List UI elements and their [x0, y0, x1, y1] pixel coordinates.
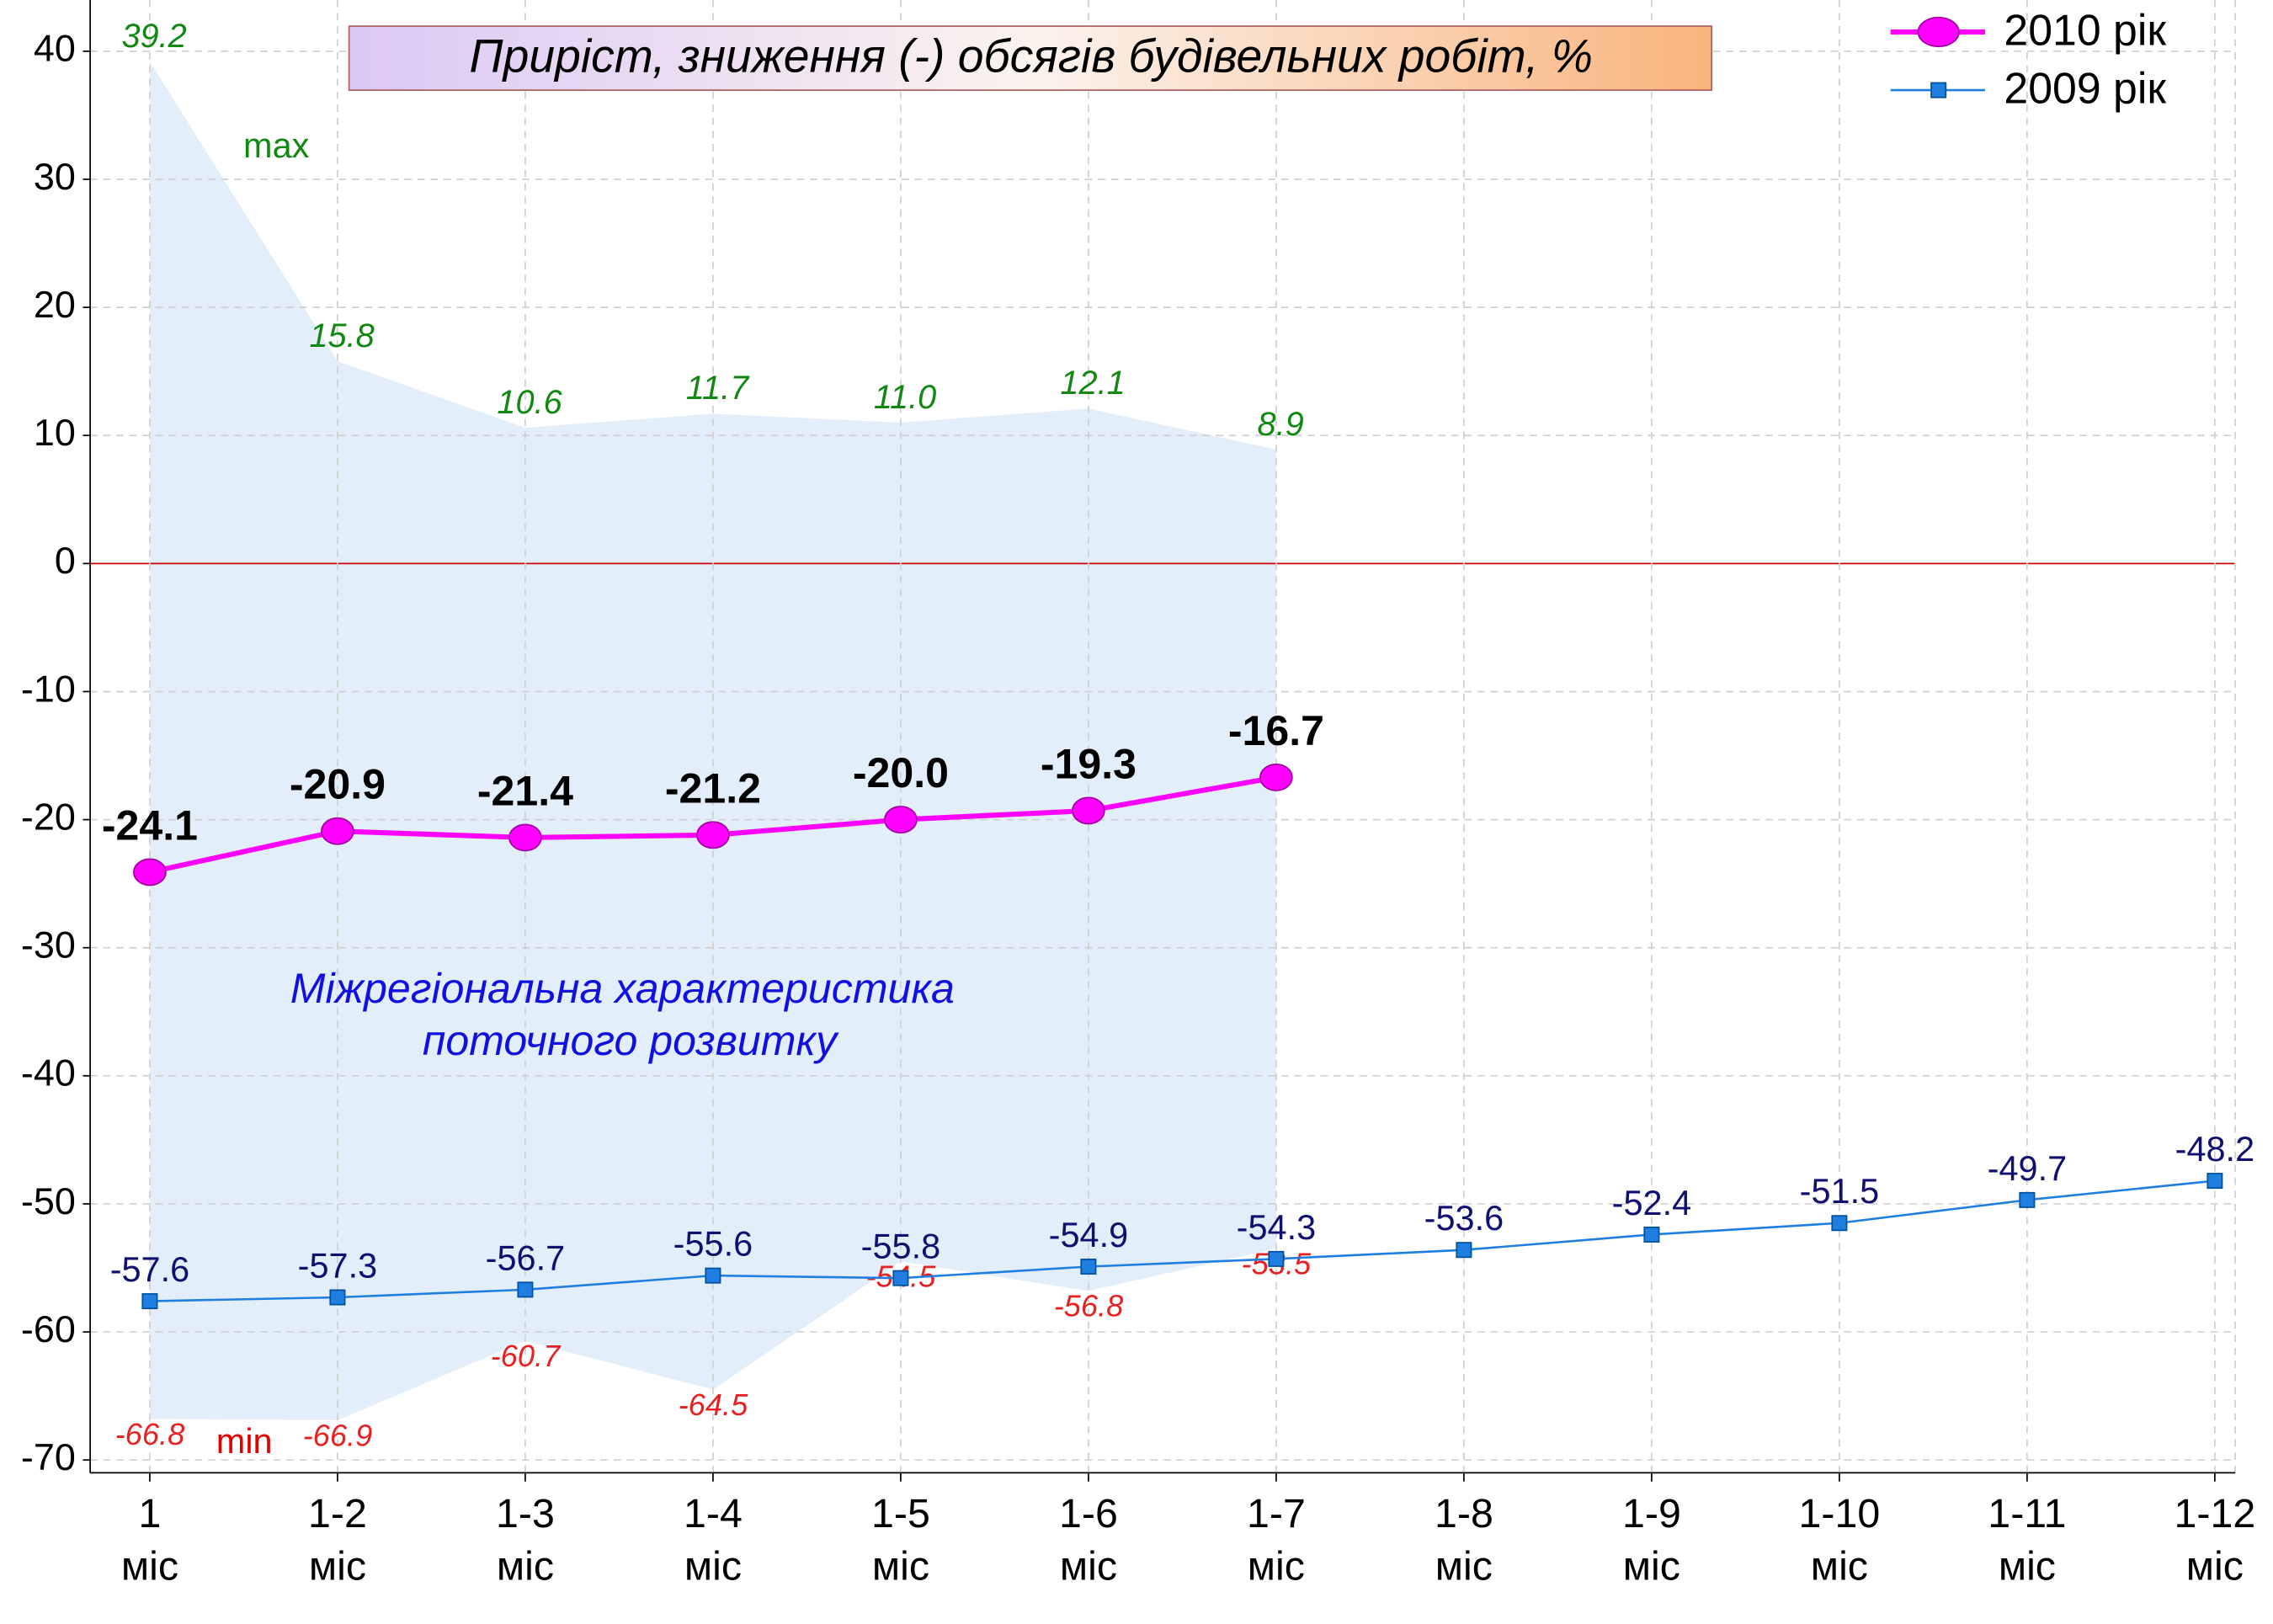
max-label: 11.0 [874, 379, 936, 416]
data-label: -57.6 [110, 1249, 189, 1289]
annotation: max [243, 125, 310, 165]
data-label: -52.4 [1612, 1183, 1691, 1222]
y-tick-label: -40 [21, 1052, 76, 1094]
point [1643, 1226, 1660, 1243]
data-label: -53.6 [1424, 1198, 1504, 1238]
data-label: -24.1 [102, 801, 198, 849]
y-tick-label: 30 [34, 155, 76, 198]
data-label: -55.8 [861, 1227, 940, 1266]
legend-marker [1930, 82, 1947, 99]
y-tick-label: -30 [21, 924, 76, 966]
data-label: -16.7 [1228, 707, 1324, 754]
max-label: 8.9 [1257, 406, 1303, 443]
point [884, 806, 918, 833]
y-tick-label: -50 [21, 1179, 76, 1222]
x-tick-label: 1-3 міс [496, 1491, 555, 1589]
series-line [149, 1179, 2216, 1302]
x-tick-label: 1-5 міс [871, 1491, 930, 1589]
data-label: -54.9 [1049, 1215, 1128, 1254]
y-tick-label: 20 [34, 283, 76, 326]
point [1268, 1250, 1285, 1267]
range-band [149, 61, 1276, 1421]
y-tick-label: 10 [34, 411, 76, 454]
point [321, 817, 354, 845]
y-tick-label: -10 [21, 667, 76, 710]
data-label: -56.7 [486, 1238, 565, 1277]
point [892, 1270, 909, 1286]
point [508, 823, 542, 852]
background [90, 0, 2236, 1473]
title-box [348, 25, 1713, 91]
y-tick-label: -60 [21, 1307, 76, 1350]
point [1831, 1215, 1848, 1232]
max-label: 39.2 [121, 18, 186, 55]
point [2019, 1191, 2036, 1208]
legend-label: 2010 рік [2004, 5, 2166, 54]
point [705, 1267, 721, 1284]
data-label: -20.9 [290, 761, 386, 808]
point [141, 1293, 158, 1310]
x-tick-label: 1-9 міс [1622, 1491, 1681, 1589]
data-label: -21.4 [477, 767, 573, 814]
chart-title: Приріст, зниження (-) обсягів будівельни… [470, 29, 1593, 82]
max-label: 12.1 [1060, 365, 1125, 402]
data-label: -54.3 [1237, 1207, 1316, 1247]
annotation: поточного розвитку [423, 1017, 839, 1064]
min-label: -64.5 [679, 1387, 749, 1422]
min-label: -56.8 [1054, 1289, 1124, 1323]
x-tick-label: 1-10 міс [1799, 1491, 1881, 1589]
point [696, 821, 730, 849]
y-tick-label: -20 [21, 795, 76, 838]
max-label: 10.6 [497, 384, 562, 421]
x-tick-label: 1-4 міс [684, 1491, 743, 1589]
x-tick-label: 1-8 міс [1435, 1491, 1493, 1589]
data-label: -48.2 [2175, 1129, 2254, 1169]
x-tick-label: 1-11 міс [1988, 1491, 2066, 1589]
x-tick-label: 1-12 міс [2174, 1491, 2255, 1589]
y-tick-label: -70 [21, 1435, 76, 1478]
legend-marker [1917, 16, 1960, 48]
point [1259, 763, 1293, 791]
point [1080, 1258, 1097, 1275]
y-tick-label: 40 [34, 27, 76, 70]
min-label: -60.7 [491, 1339, 562, 1373]
point [1456, 1242, 1472, 1259]
x-tick-label: 1-7 міс [1247, 1491, 1306, 1589]
point [517, 1281, 534, 1298]
min-label: -66.8 [115, 1417, 185, 1451]
min-label: -66.9 [303, 1418, 373, 1452]
y-tick-label: 0 [55, 539, 76, 582]
x-tick-label: 1 міс [121, 1491, 178, 1589]
x-tick-label: 1-6 міс [1059, 1491, 1118, 1589]
data-label: -20.0 [853, 749, 949, 796]
point [1072, 796, 1105, 825]
data-label: -51.5 [1800, 1171, 1879, 1211]
max-label: 15.8 [309, 317, 374, 354]
data-label: -55.6 [673, 1224, 753, 1264]
data-label: -57.3 [298, 1245, 377, 1285]
point [2206, 1173, 2223, 1190]
annotation: min [216, 1421, 273, 1461]
data-label: -21.2 [665, 764, 761, 812]
data-label: -49.7 [1988, 1148, 2067, 1188]
annotation: Міжрегіональна характеристика [290, 965, 955, 1012]
max-label: 11.7 [686, 370, 750, 407]
point [133, 858, 167, 887]
point [329, 1289, 346, 1306]
legend-label: 2009 рік [2004, 63, 2166, 112]
x-tick-label: 1-2 міс [308, 1491, 367, 1589]
data-label: -19.3 [1041, 740, 1136, 787]
